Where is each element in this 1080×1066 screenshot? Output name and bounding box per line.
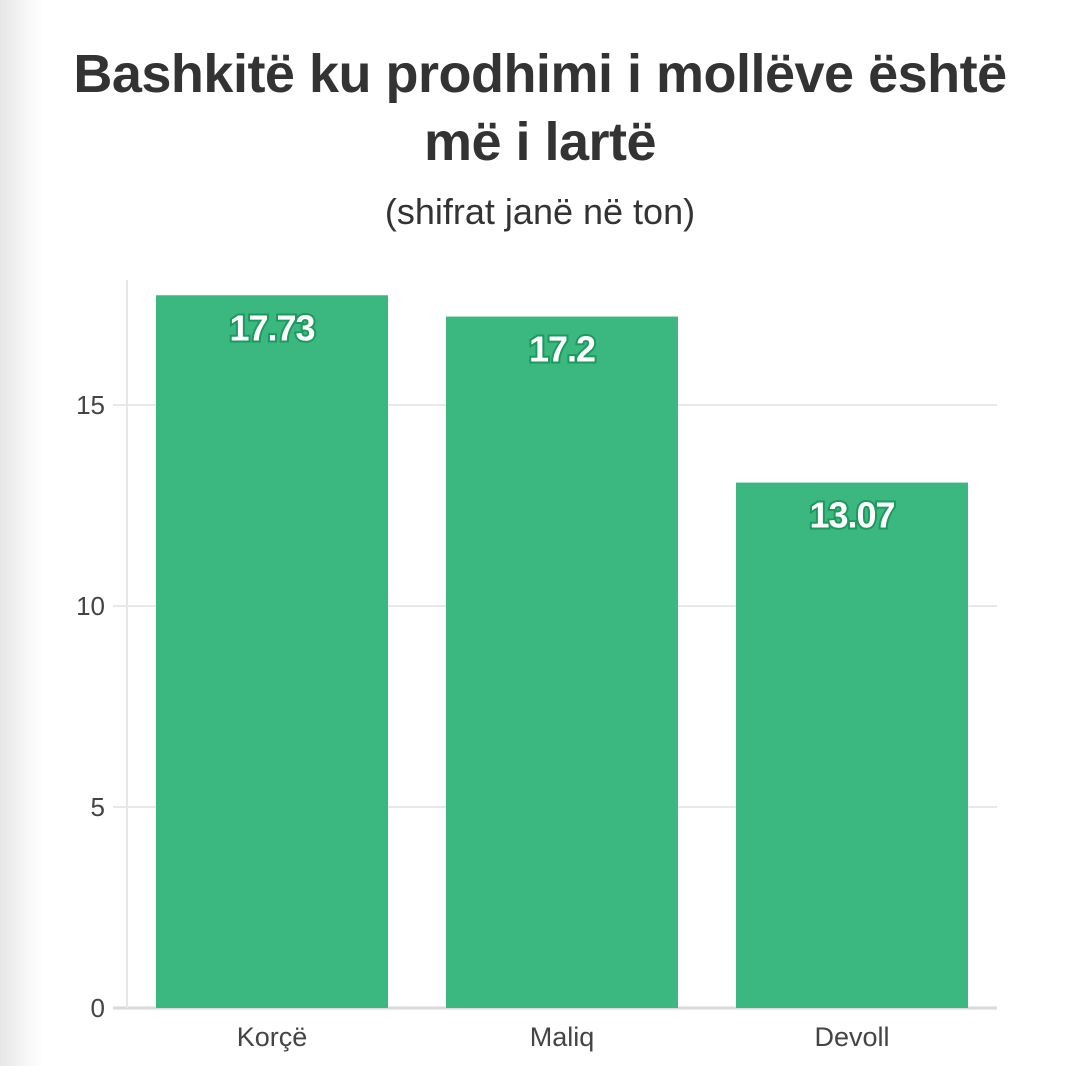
- y-tick-label: 15: [76, 390, 105, 420]
- chart-title: Bashkitë ku prodhimi i mollëve është më …: [73, 44, 1007, 172]
- bar-devoll: [736, 482, 968, 1008]
- page-edge-shadow: [0, 0, 44, 1066]
- bar-maliq: [446, 316, 678, 1008]
- data-labels: 17.73 17.2 13.07: [227, 305, 897, 537]
- data-label: 17.73: [229, 307, 314, 348]
- x-tick-label: Maliq: [530, 1022, 595, 1052]
- x-tick-label: Korçë: [237, 1022, 308, 1052]
- chart-subtitle: (shifrat janë në ton): [384, 191, 696, 232]
- bars: [156, 295, 968, 1008]
- y-tick-label: 0: [91, 993, 105, 1023]
- bar-korçë: [156, 295, 388, 1008]
- y-tick-label: 5: [91, 792, 105, 822]
- data-label: 13.07: [809, 495, 894, 536]
- x-tick-label: Devoll: [814, 1022, 889, 1052]
- data-label: 17.2: [529, 329, 595, 370]
- y-tick-label: 10: [76, 591, 105, 621]
- axes: 0 5 10 15 Korçë Maliq Devoll: [76, 280, 890, 1052]
